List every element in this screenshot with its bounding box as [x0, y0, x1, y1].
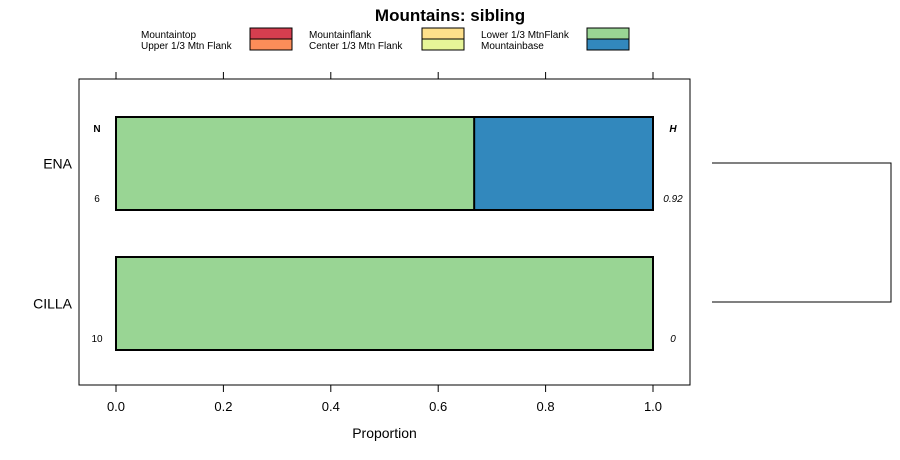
dendrogram-branch	[712, 162, 892, 303]
legend-swatch	[249, 38, 293, 51]
legend-label: Lower 1/3 MtnFlank	[481, 30, 570, 41]
legend-swatch	[249, 27, 293, 40]
n-value: 6	[94, 194, 100, 205]
legend-swatch	[421, 27, 465, 40]
legend-label: Center 1/3 Mtn Flank	[309, 41, 403, 52]
bar-outline	[115, 256, 654, 351]
category-labels: ENA CILLA	[33, 156, 73, 312]
n-header: N	[93, 124, 100, 135]
x-axis: 0.0 0.2 0.4 0.6 0.8 1.0	[107, 72, 662, 414]
legend-swatch	[586, 27, 630, 40]
x-tick-label: 0.6	[429, 399, 447, 414]
h-header: H	[669, 124, 677, 135]
bars	[115, 116, 654, 351]
bar-segment	[474, 117, 653, 210]
x-tick-label: 0.0	[107, 399, 125, 414]
annotations: N H 6 0.92 10 0	[91, 124, 683, 345]
legend-label: Mountaintop	[141, 30, 196, 41]
legend-swatch	[586, 38, 630, 51]
x-tick-label: 0.4	[322, 399, 340, 414]
category-label: CILLA	[33, 296, 73, 312]
x-tick-label: 0.2	[214, 399, 232, 414]
category-label: ENA	[43, 156, 72, 172]
h-value: 0	[670, 334, 676, 345]
bar-segment	[116, 257, 653, 350]
x-tick-label: 1.0	[644, 399, 662, 414]
x-tick-label: 0.8	[537, 399, 555, 414]
legend-swatch	[421, 38, 465, 51]
legend-label: Mountainflank	[309, 30, 372, 41]
n-value: 10	[91, 334, 103, 345]
legend-label: Mountainbase	[481, 41, 544, 52]
legend-label: Upper 1/3 Mtn Flank	[141, 41, 233, 52]
chart-title: Mountains: sibling	[375, 6, 525, 25]
bar-outline	[115, 116, 654, 211]
plot-frame	[78, 78, 691, 386]
x-axis-label: Proportion	[352, 425, 417, 441]
h-value: 0.92	[663, 194, 683, 205]
bar-segment	[116, 117, 475, 210]
